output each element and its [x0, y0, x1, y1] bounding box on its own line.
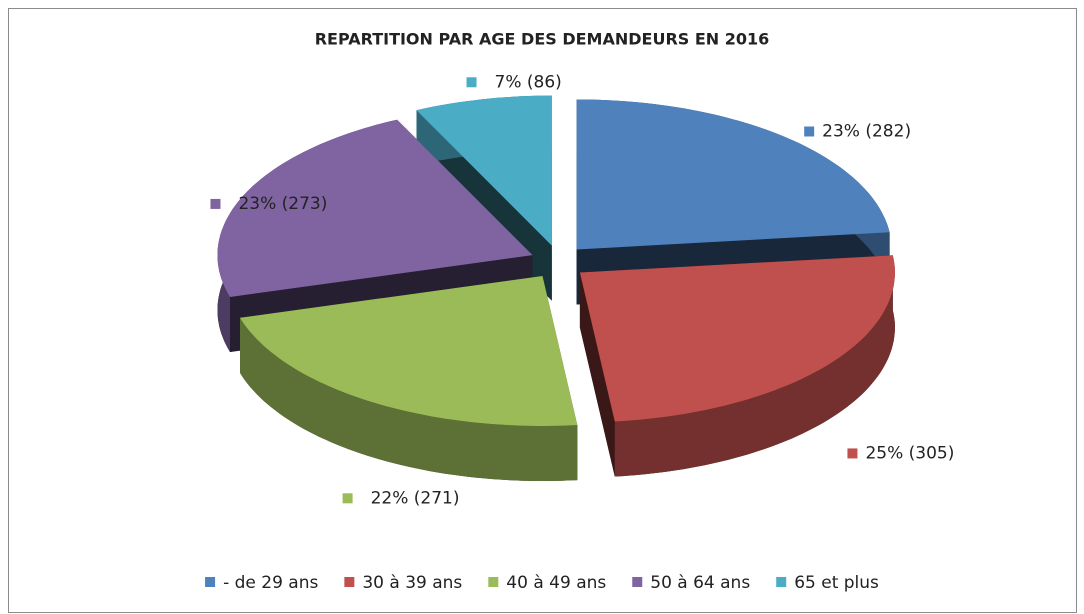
legend-marker — [488, 577, 499, 587]
data-label-marker — [342, 493, 353, 504]
data-label-marker — [804, 126, 815, 137]
slice-wall — [240, 317, 578, 481]
data-label: 25% (305) — [865, 443, 954, 463]
legend-label: - de 29 ans — [223, 573, 318, 593]
slice-wall — [614, 255, 895, 477]
data-label: 23% (282) — [822, 121, 911, 141]
legend-label: 40 à 49 ans — [506, 573, 606, 593]
slice — [416, 95, 552, 246]
data-label: 23% (273) — [238, 194, 327, 214]
legend-label: 30 à 39 ans — [362, 573, 462, 593]
slice-side — [579, 272, 615, 477]
legend-marker — [776, 577, 787, 587]
data-label-marker — [466, 77, 477, 88]
slice — [579, 255, 895, 422]
data-label-marker — [210, 198, 221, 209]
data-label: 22% (271) — [371, 488, 460, 508]
legend-marker — [632, 577, 643, 587]
slice — [576, 99, 890, 250]
pie: 23% (282) 25% (305) 22% (271) 23% (273) 7% (… — [210, 72, 954, 508]
legend-label: 65 et plus — [794, 573, 879, 593]
slice — [240, 276, 578, 426]
chart-title: REPARTITION PAR AGE DES DEMANDEURS EN 20… — [315, 30, 770, 49]
legend-marker — [344, 577, 355, 587]
legend: - de 29 ans 30 à 39 ans 40 à 49 ans 50 à 64… — [205, 573, 879, 593]
slice — [217, 119, 533, 297]
data-label: 7% (86) — [495, 72, 562, 92]
data-label-marker — [847, 448, 858, 459]
legend-label: 50 à 64 ans — [650, 573, 750, 593]
legend-marker — [205, 577, 216, 587]
